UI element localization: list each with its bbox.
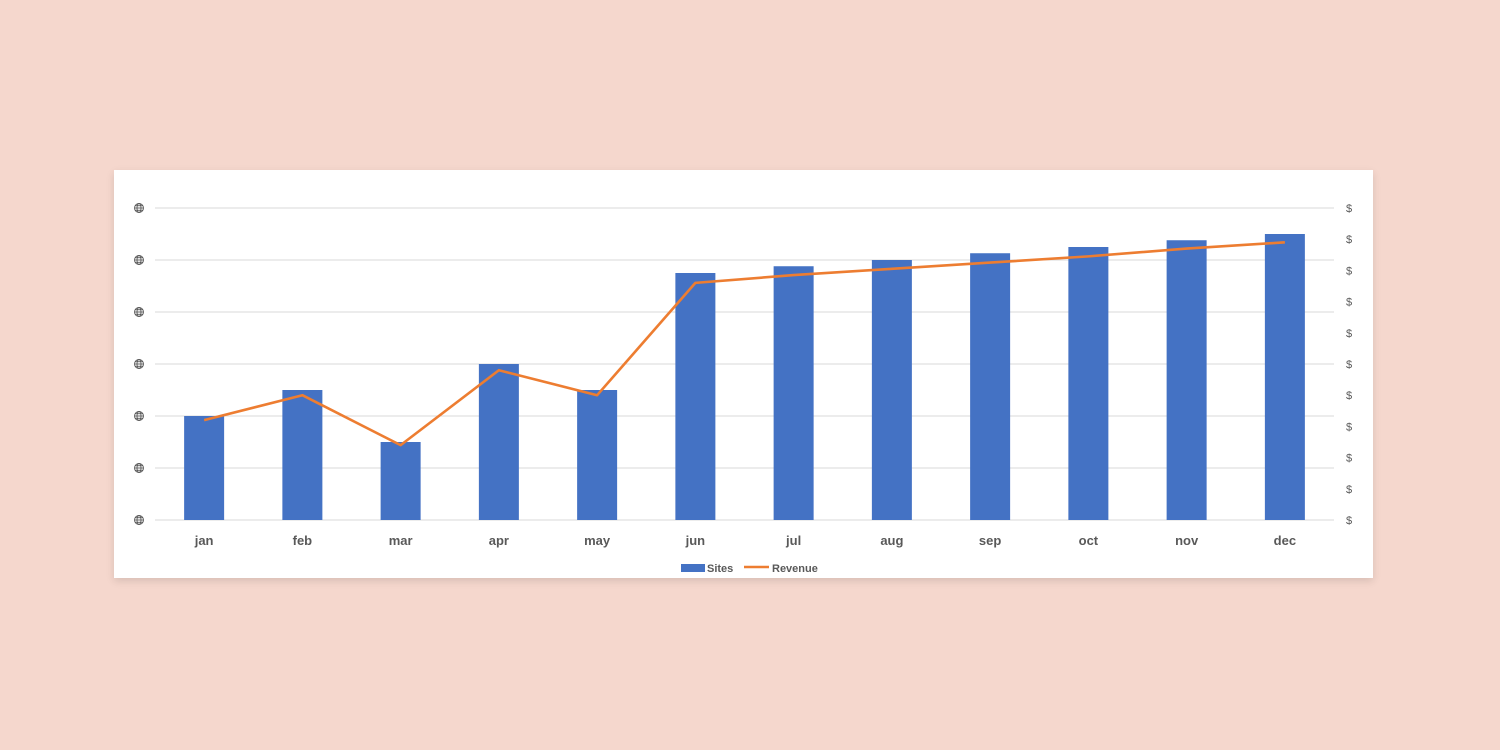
chart-card: $ $ $ $ $ $ $ $ $ $ $ jan feb mar apr may jun jul aug sep o… [114, 170, 1373, 578]
x-tick-label: sep [979, 533, 1001, 548]
x-tick-label: may [584, 533, 611, 548]
right-tick-label: $ [1346, 390, 1352, 402]
combo-chart: $ $ $ $ $ $ $ $ $ $ $ jan feb mar apr may jun jul aug sep o… [134, 203, 1352, 575]
right-tick-label: $ [1346, 328, 1352, 340]
right-tick-label: $ [1346, 421, 1352, 433]
x-tick-label: mar [389, 533, 413, 548]
right-tick-label: $ [1346, 265, 1352, 277]
x-tick-label: aug [880, 533, 903, 548]
right-tick-label: $ [1346, 453, 1352, 465]
legend-sites-label: Sites [707, 563, 733, 575]
sites-bars [184, 234, 1305, 520]
bar-oct [1068, 247, 1109, 520]
bar-jul [773, 266, 814, 520]
bar-mar [380, 442, 421, 520]
right-tick-label: $ [1346, 359, 1352, 371]
bar-jun [675, 273, 716, 520]
x-tick-label: dec [1274, 533, 1296, 548]
bar-apr [478, 364, 519, 520]
right-tick-label: $ [1346, 234, 1352, 246]
bar-sep [970, 253, 1011, 520]
revenue-line-path [203, 241, 1285, 447]
globe-icon [134, 411, 144, 421]
globe-icon [134, 203, 144, 213]
revenue-line [203, 241, 1285, 447]
globe-icon [134, 359, 144, 369]
x-tick-label: oct [1079, 533, 1099, 548]
x-tick-label: apr [489, 533, 509, 548]
legend-sites-swatch [681, 564, 705, 572]
x-tick-label: nov [1175, 533, 1199, 548]
bar-may [577, 390, 618, 520]
bar-feb [282, 390, 323, 520]
bar-nov [1166, 240, 1207, 520]
x-tick-label: feb [293, 533, 313, 548]
right-axis: $ $ $ $ $ $ $ $ $ $ $ [1346, 203, 1352, 527]
globe-icon [134, 515, 144, 525]
legend-revenue-label: Revenue [772, 563, 818, 575]
bar-jan [184, 416, 225, 520]
gridlines [155, 207, 1334, 521]
x-tick-label: jan [194, 533, 214, 548]
bar-dec [1264, 234, 1305, 520]
x-axis: jan feb mar apr may jun jul aug sep oct nov dec [194, 533, 1296, 548]
globe-icon [134, 255, 144, 265]
bar-aug [871, 260, 912, 520]
right-tick-label: $ [1346, 484, 1352, 496]
right-tick-label: $ [1346, 297, 1352, 309]
x-tick-label: jun [685, 533, 706, 548]
legend: Sites Revenue [681, 563, 818, 575]
right-tick-label: $ [1346, 515, 1352, 527]
x-tick-label: jul [785, 533, 801, 548]
left-axis [134, 203, 144, 525]
globe-icon [134, 307, 144, 317]
right-tick-label: $ [1346, 203, 1352, 215]
globe-icon [134, 463, 144, 473]
